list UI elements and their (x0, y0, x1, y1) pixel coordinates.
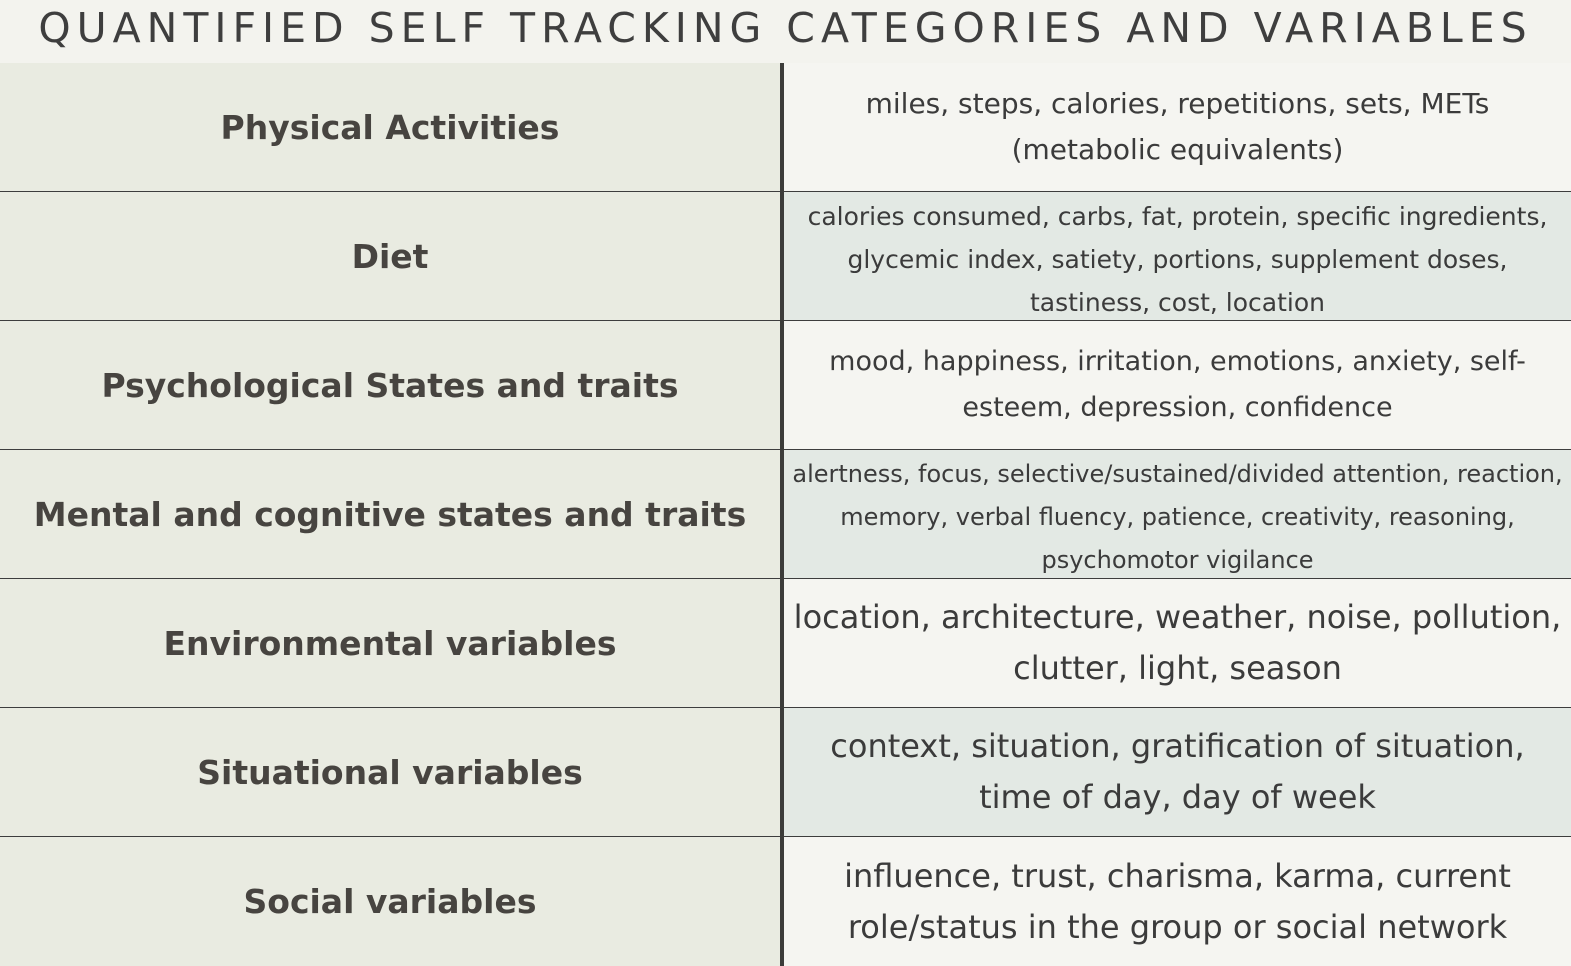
variables-cell: miles, steps, calories, repetitions, set… (784, 63, 1571, 192)
variables-cell: influence, trust, charisma, karma, curre… (784, 837, 1571, 966)
variables-cell: alertness, focus, selective/sustained/di… (784, 450, 1571, 579)
column-divider (780, 450, 784, 579)
variables-cell: calories consumed, carbs, fat, protein, … (784, 192, 1571, 321)
category-cell: Mental and cognitive states and traits (0, 450, 780, 579)
column-divider (780, 321, 784, 450)
variables-cell: location, architecture, weather, noise, … (784, 579, 1571, 708)
column-divider (780, 837, 784, 966)
category-cell: Situational variables (0, 708, 780, 837)
category-cell: Environmental variables (0, 579, 780, 708)
column-divider (780, 63, 784, 192)
category-cell: Psychological States and traits (0, 321, 780, 450)
variables-cell: context, situation, gratification of sit… (784, 708, 1571, 837)
column-divider (780, 708, 784, 837)
categories-table: Physical Activities miles, steps, calori… (0, 63, 1571, 966)
column-divider (780, 192, 784, 321)
page-title: QUANTIFIED SELF TRACKING CATEGORIES AND … (38, 4, 1533, 52)
category-cell: Social variables (0, 837, 780, 966)
category-cell: Physical Activities (0, 63, 780, 192)
column-divider (780, 579, 784, 708)
category-cell: Diet (0, 192, 780, 321)
variables-cell: mood, happiness, irritation, emotions, a… (784, 321, 1571, 450)
